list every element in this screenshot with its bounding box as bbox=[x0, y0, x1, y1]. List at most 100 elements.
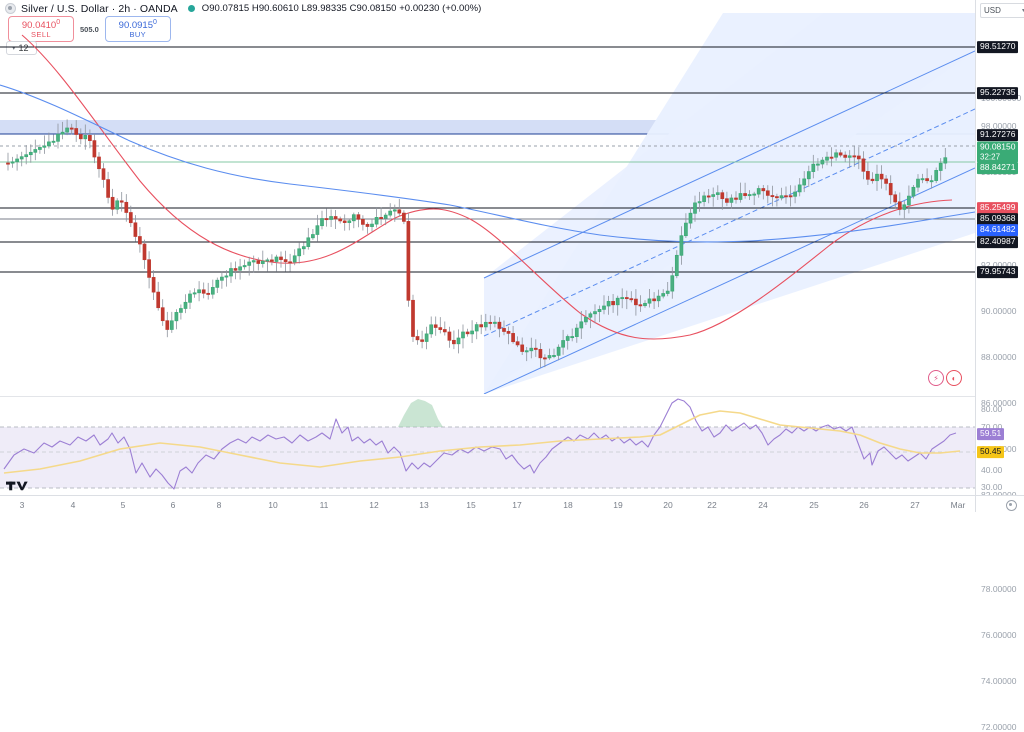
candle-body bbox=[256, 260, 261, 264]
candle-body bbox=[816, 163, 820, 166]
candle-body bbox=[288, 261, 292, 264]
candle-body bbox=[656, 295, 661, 302]
candle-body bbox=[615, 297, 620, 306]
candle-body bbox=[147, 259, 151, 278]
candlestick-series bbox=[6, 119, 948, 368]
price-pane[interactable] bbox=[0, 13, 975, 394]
candle-body bbox=[497, 321, 502, 329]
price-axis[interactable]: USD ▾ 100.0000098.0000096.0000094.000009… bbox=[975, 0, 1024, 732]
overlay-badges[interactable]: ⚡ ◐ bbox=[928, 370, 962, 386]
chevron-down-icon: ▾ bbox=[1021, 8, 1024, 14]
candle-body bbox=[60, 131, 65, 135]
rsi-pane[interactable] bbox=[0, 396, 975, 496]
candle-body bbox=[515, 341, 520, 346]
candle-body bbox=[311, 234, 315, 239]
candle-body bbox=[606, 301, 611, 307]
candle-body bbox=[661, 293, 666, 297]
rsi-value-label: 59.51 bbox=[977, 428, 1005, 440]
candle-body bbox=[479, 324, 484, 328]
candle-body bbox=[388, 210, 393, 216]
candle-body bbox=[702, 195, 706, 202]
price-label[interactable]: 84.61482 bbox=[977, 224, 1019, 236]
price-label[interactable]: 79.95743 bbox=[977, 266, 1019, 278]
candle-body bbox=[902, 204, 907, 210]
candle-body bbox=[870, 178, 875, 182]
candle-body bbox=[279, 256, 283, 260]
candle-body bbox=[688, 212, 693, 224]
time-axis[interactable]: 3 4 5 6 8 10 11 12 13 15 17 18 19 20 22 24 25 26 27 Mar bbox=[0, 495, 1024, 512]
candle-body bbox=[224, 275, 229, 278]
candle-body bbox=[720, 192, 725, 200]
candle-body bbox=[829, 156, 834, 159]
candle-body bbox=[834, 152, 838, 158]
status-dot-icon bbox=[187, 5, 195, 12]
currency-selector[interactable]: USD ▾ bbox=[980, 3, 1024, 18]
candle-body bbox=[852, 155, 857, 158]
candle-body bbox=[715, 192, 720, 195]
sell-button[interactable]: 90.04100 SELL bbox=[8, 16, 74, 42]
candle-body bbox=[916, 178, 920, 188]
buy-button[interactable]: 90.09150 BUY bbox=[104, 16, 171, 42]
tradingview-logo[interactable] bbox=[6, 478, 32, 491]
candle-body bbox=[110, 196, 115, 210]
candle-body bbox=[438, 327, 443, 330]
candle-body bbox=[506, 331, 511, 334]
price-label[interactable]: 85.09368 bbox=[977, 213, 1019, 225]
chart-header: Silver / U.S. Dollar · 2h · OANDA O90.07… bbox=[0, 0, 1024, 15]
lightning-badge-icon[interactable]: ⚡ bbox=[928, 370, 944, 386]
candle-body bbox=[770, 195, 775, 198]
candle-body bbox=[543, 357, 547, 360]
candle-body bbox=[397, 209, 402, 214]
time-tick: 12 bbox=[369, 500, 379, 510]
candle-body bbox=[101, 168, 106, 180]
currency-label: USD bbox=[984, 6, 1001, 15]
candle-body bbox=[65, 127, 69, 133]
rsi-line bbox=[3, 398, 957, 490]
candle-body bbox=[15, 158, 19, 163]
price-tick: 72.00000 bbox=[981, 722, 1017, 732]
candle-body bbox=[106, 179, 110, 198]
candle-body bbox=[638, 304, 643, 307]
candle-body bbox=[602, 305, 606, 310]
candle-body bbox=[38, 147, 42, 150]
candle-body bbox=[907, 195, 911, 206]
candle-body bbox=[356, 214, 361, 220]
candle-body bbox=[729, 197, 734, 203]
candle-body bbox=[283, 259, 288, 263]
alert-badge-icon[interactable]: ◐ bbox=[946, 370, 962, 386]
candle-body bbox=[470, 330, 474, 335]
sell-price-sup: 0 bbox=[56, 19, 61, 26]
candle-body bbox=[274, 256, 279, 262]
page-title[interactable]: Silver / U.S. Dollar · 2h · OANDA bbox=[21, 2, 178, 15]
candle-body bbox=[347, 220, 352, 223]
candle-body bbox=[270, 259, 274, 262]
price-label[interactable]: 98.51270 bbox=[977, 41, 1019, 53]
price-label[interactable]: 95.22735 bbox=[977, 87, 1019, 99]
candle-body bbox=[670, 275, 675, 292]
price-label[interactable]: 90.08150 32:27 bbox=[977, 141, 1019, 163]
candle-body bbox=[402, 212, 406, 222]
time-tick: 3 bbox=[19, 500, 25, 510]
clock-icon[interactable] bbox=[1006, 500, 1017, 511]
candle-body bbox=[229, 268, 233, 277]
candle-body bbox=[133, 222, 138, 237]
candle-body bbox=[502, 328, 506, 332]
candle-body bbox=[684, 222, 688, 237]
candle-body bbox=[711, 194, 716, 197]
price-label[interactable]: 82.40987 bbox=[977, 236, 1019, 248]
candle-body bbox=[943, 157, 948, 164]
price-label[interactable]: 88.84271 bbox=[977, 162, 1019, 174]
candle-body bbox=[811, 163, 816, 172]
time-tick: 6 bbox=[170, 500, 176, 510]
candle-body bbox=[593, 311, 597, 315]
candle-body bbox=[128, 212, 133, 224]
candle-body bbox=[169, 320, 174, 330]
buy-label: BUY bbox=[129, 30, 147, 40]
instrument-icon bbox=[5, 3, 16, 14]
price-label[interactable]: 85.25499 bbox=[977, 202, 1019, 214]
candle-body bbox=[83, 135, 88, 140]
price-label[interactable]: 91.27276 bbox=[977, 129, 1019, 141]
candle-body bbox=[456, 337, 461, 345]
rsi-tick: 70.00 bbox=[981, 422, 1003, 432]
